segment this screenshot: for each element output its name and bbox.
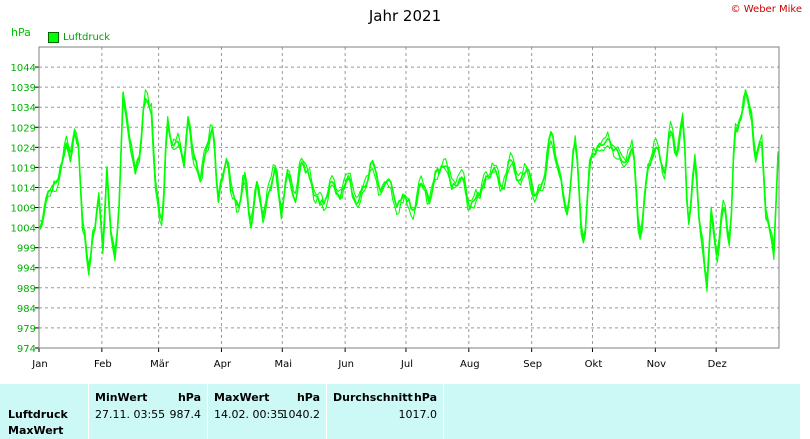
x-tick-label: Jan [31,359,47,370]
legend-swatch [48,32,59,43]
legend: Luftdruck [48,32,110,43]
stats-max-column: MaxWert hPa 14.02. 00:35 1040.2 [208,384,327,439]
avg-header: Durchschnitt [333,391,413,404]
stats-panel: Luftdruck MaxWert MinWert hPa 27.11. 03:… [0,384,800,439]
min-time: 27.11. 03:55 [95,408,166,421]
x-tick-label: Mär [150,359,170,370]
min-header: MinWert [95,391,148,404]
max-unit: hPa [296,391,320,404]
x-tick-label: Jul [400,359,413,370]
x-tick-labels: Jan Feb Mär Apr Mai Jun Jul Aug Sep Okt Nov Dez [31,359,726,370]
y-axis-unit: hPa [11,26,31,39]
x-tick-label: Aug [460,359,480,370]
y-tick-labels: 974 979 984 989 994 999 1004 1009 1014 1019 1024 10… [11,63,36,355]
row-label-luftdruck: Luftdruck [8,408,68,421]
y-tick-label: 1014 [11,183,36,194]
y-tick-label: 1029 [11,123,36,134]
x-tick-label: Feb [94,359,112,370]
series-line-luftdruck-1 [39,89,779,278]
plot-frame [38,46,780,349]
copyright-label: © Weber Mike [730,4,802,15]
chart-grid [35,47,779,352]
y-tick-label: 1009 [11,204,36,215]
y-tick-label: 999 [17,244,36,255]
legend-label: Luftdruck [63,32,111,43]
stats-avg-column: Durchschnitt hPa 1017.0 [327,384,444,439]
max-header: MaxWert [214,391,270,404]
max-time: 14.02. 00:35 [214,408,285,421]
min-value: 987.4 [169,408,202,421]
y-tick-label: 1039 [11,83,36,94]
x-tick-label: Apr [214,359,232,370]
x-tick-label: Dez [708,359,727,370]
x-tick-label: Jun [337,359,354,370]
series-line-luftdruck-2 [39,92,779,293]
avg-value: 1017.0 [398,408,438,421]
y-tick-label: 989 [17,284,36,295]
y-tick-label: 1034 [11,103,36,114]
stats-row-labels: Luftdruck MaxWert [0,384,89,439]
max-value: 1040.2 [281,408,321,421]
y-tick-label: 994 [17,264,36,275]
y-tick-label: 974 [17,344,36,355]
row-label-maxwert: MaxWert [8,424,64,437]
y-tick-label: 1024 [11,143,36,154]
x-tick-label: Nov [647,359,667,370]
plot-background [39,47,779,348]
chart-title: Jahr 2021 [368,7,442,25]
y-tick-label: 984 [17,304,36,315]
series-lines [39,89,779,293]
y-tick-label: 1019 [11,163,36,174]
y-tick-label: 1044 [11,63,36,74]
pressure-chart: 974 979 984 989 994 999 1004 1009 1014 1019 1024 10… [11,46,780,370]
y-tick-label: 1004 [11,224,36,235]
stats-min-column: MinWert hPa 27.11. 03:55 987.4 [89,384,208,439]
x-tick-label: Okt [585,359,603,370]
x-tick-label: Sep [523,359,542,370]
x-tick-label: Mai [275,359,293,370]
min-unit: hPa [177,391,201,404]
y-tick-label: 979 [17,324,36,335]
avg-unit: hPa [413,391,437,404]
